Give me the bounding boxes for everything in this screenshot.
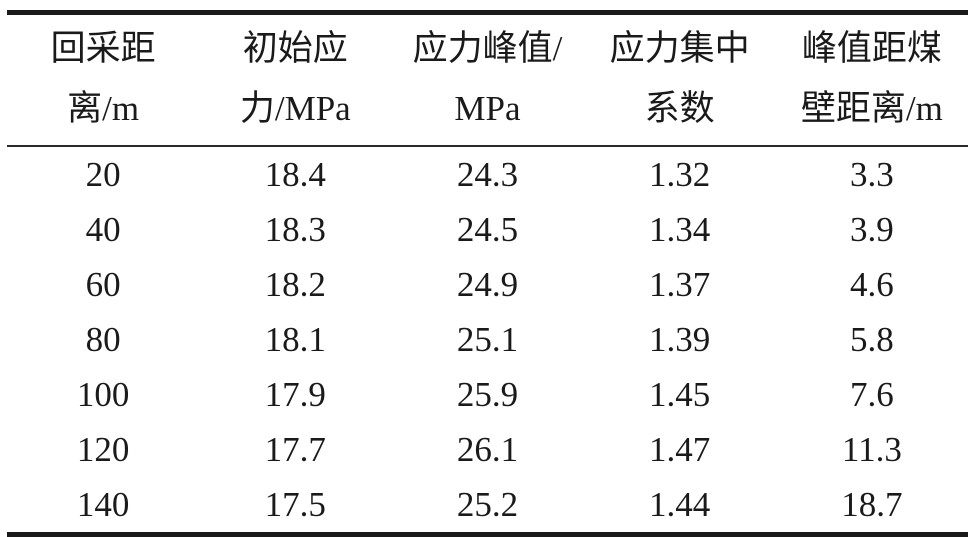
table-cell: 18.1 xyxy=(264,320,326,359)
table-cell: 1.39 xyxy=(649,320,711,359)
column-header-mining-distance: 回采距 离/m xyxy=(7,12,200,147)
table-cell: 7.6 xyxy=(850,375,894,414)
table-cell: 60 xyxy=(85,265,121,304)
table-cell: 1.32 xyxy=(649,155,711,194)
table-cell: 1.45 xyxy=(649,375,711,414)
table-cell: 5.8 xyxy=(850,320,894,359)
stress-data-table: 回采距 离/m 初始应 力/MPa 应力峰值/ MPa 应力集中 系数 峰值距煤… xyxy=(7,10,968,537)
table-cell: 3.9 xyxy=(850,210,894,249)
table-cell: 3.3 xyxy=(850,155,894,194)
column-header-peak-stress: 应力峰值/ MPa xyxy=(391,12,584,147)
column-header-concentration-factor: 应力集中 系数 xyxy=(583,12,776,147)
table-cell: 4.6 xyxy=(850,265,894,304)
column-header-initial-stress: 初始应 力/MPa xyxy=(199,12,392,147)
table-cell: 18.3 xyxy=(264,210,326,249)
table-cell: 1.34 xyxy=(649,210,711,249)
table-cell: 17.7 xyxy=(264,430,326,469)
table-cell: 25.1 xyxy=(456,320,519,359)
table-cell: 24.9 xyxy=(456,265,519,304)
table-cell: 25.2 xyxy=(456,485,519,524)
table-cell: 1.47 xyxy=(649,430,711,469)
table-cell: 80 xyxy=(85,320,121,359)
table-row: 120 17.7 26.1 1.47 11.3 xyxy=(7,422,968,477)
table-cell: 11.3 xyxy=(841,430,902,469)
table-row: 40 18.3 24.5 1.34 3.9 xyxy=(7,202,968,257)
table-cell: 24.5 xyxy=(456,210,519,249)
table-cell: 20 xyxy=(85,155,121,194)
table-body: 20 18.4 24.3 1.32 3.3 40 18.3 24.5 1.34 3.9 60 18.2… xyxy=(7,146,968,535)
table-cell: 120 xyxy=(76,430,130,469)
table-cell: 1.44 xyxy=(649,485,711,524)
table-cell: 26.1 xyxy=(456,430,519,469)
table-cell: 1.37 xyxy=(649,265,711,304)
table-cell: 17.9 xyxy=(264,375,326,414)
table-row: 20 18.4 24.3 1.32 3.3 xyxy=(7,146,968,202)
table-cell: 140 xyxy=(76,485,130,524)
header-row: 回采距 离/m 初始应 力/MPa 应力峰值/ MPa 应力集中 系数 峰值距煤… xyxy=(7,12,968,147)
column-header-peak-to-wall-distance: 峰值距煤 壁距离/m xyxy=(775,12,968,147)
table-cell: 18.4 xyxy=(264,155,326,194)
table-cell: 18.2 xyxy=(264,265,326,304)
table-header: 回采距 离/m 初始应 力/MPa 应力峰值/ MPa 应力集中 系数 峰值距煤… xyxy=(7,12,968,147)
table-cell: 40 xyxy=(85,210,121,249)
table-row: 140 17.5 25.2 1.44 18.7 xyxy=(7,477,968,535)
table-row: 100 17.9 25.9 1.45 7.6 xyxy=(7,367,968,422)
table-row: 80 18.1 25.1 1.39 5.8 xyxy=(7,312,968,367)
table-cell: 24.3 xyxy=(456,155,519,194)
table-cell: 100 xyxy=(76,375,130,414)
table-row: 60 18.2 24.9 1.37 4.6 xyxy=(7,257,968,312)
table-cell: 25.9 xyxy=(456,375,519,414)
table-cell: 18.7 xyxy=(841,485,903,524)
table-cell: 17.5 xyxy=(264,485,326,524)
